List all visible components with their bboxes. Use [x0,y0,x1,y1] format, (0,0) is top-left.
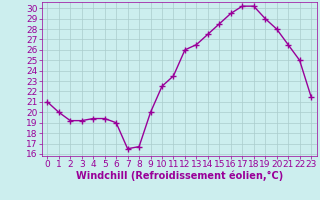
X-axis label: Windchill (Refroidissement éolien,°C): Windchill (Refroidissement éolien,°C) [76,171,283,181]
